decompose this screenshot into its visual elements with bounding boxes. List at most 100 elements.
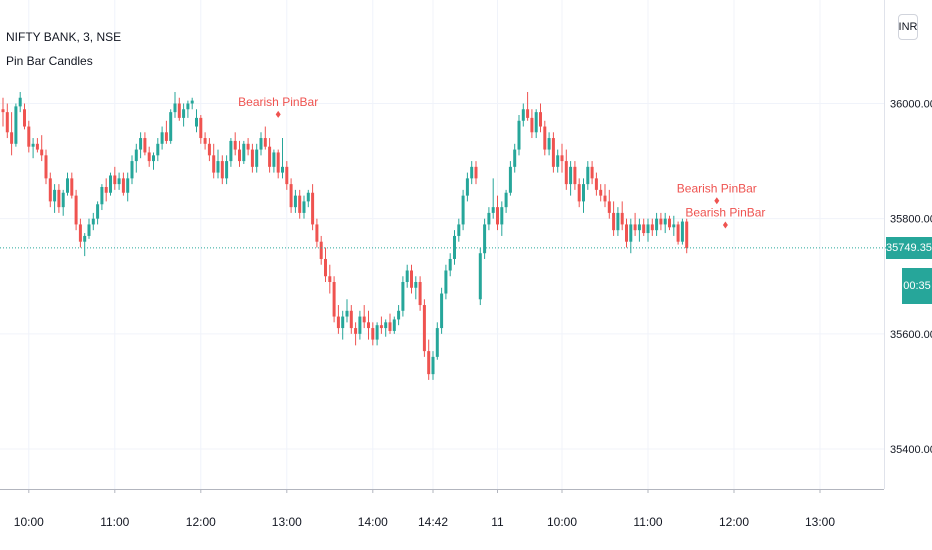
candle <box>642 218 646 236</box>
candle <box>315 218 319 248</box>
candle-body <box>195 117 198 127</box>
candle <box>465 172 469 202</box>
candle <box>680 218 684 245</box>
price-tick-label: 35600.00 <box>890 329 932 341</box>
candle-body <box>491 207 495 213</box>
candle <box>57 184 61 213</box>
time-tick-label: 11:00 <box>633 515 662 529</box>
candle-body <box>470 166 474 179</box>
candle <box>18 91 22 113</box>
candle-body <box>233 140 237 150</box>
candle-body <box>341 316 345 329</box>
candle <box>126 172 130 202</box>
candle <box>556 149 560 173</box>
candle <box>160 126 164 150</box>
candle-body <box>160 132 164 144</box>
candle-body <box>650 224 654 231</box>
indicator-title[interactable]: Pin Bar Candles <box>6 54 93 68</box>
candle <box>169 109 173 144</box>
candle <box>272 149 276 173</box>
price-axis[interactable]: 36000.00 35800.00 35600.00 35400.00 <box>890 99 932 457</box>
candle-body <box>289 184 293 208</box>
candle <box>96 201 100 225</box>
candle <box>504 189 508 213</box>
candle-body <box>83 235 87 242</box>
candle <box>113 166 117 190</box>
candle-body <box>435 328 439 357</box>
candle <box>61 189 65 216</box>
candle-body <box>263 138 267 147</box>
candle <box>156 138 160 162</box>
candle <box>186 100 190 118</box>
time-tick-label: 11:00 <box>100 515 129 529</box>
candle-body <box>298 195 302 213</box>
candle <box>66 172 69 196</box>
candle <box>453 230 456 265</box>
time-axis[interactable]: 10:00 11:00 12:00 13:00 14:00 14:42 11 10:00 11:… <box>14 489 836 529</box>
candle <box>577 178 581 208</box>
candle-body <box>216 161 220 173</box>
candle <box>109 172 112 196</box>
candle-body <box>663 218 667 225</box>
candle-body <box>190 100 194 104</box>
candle <box>147 146 151 167</box>
candle <box>276 149 280 179</box>
time-tick-label: 12:00 <box>719 515 749 529</box>
candle-body <box>367 322 370 329</box>
candle-body <box>134 149 138 162</box>
candles <box>1 91 689 380</box>
time-tick-label: 14:00 <box>358 515 388 529</box>
candle-body <box>173 103 177 113</box>
candle-body <box>121 178 125 193</box>
candle-body <box>100 186 104 205</box>
candle-body <box>268 146 272 167</box>
candle-body <box>422 305 426 352</box>
candle-body <box>306 192 310 202</box>
currency-button[interactable]: INR <box>898 14 918 40</box>
candle <box>513 143 517 173</box>
candle <box>289 178 293 213</box>
candle <box>607 189 611 219</box>
candle-body <box>293 195 297 208</box>
candle <box>212 143 216 179</box>
candle-body <box>358 316 362 334</box>
candle <box>259 132 263 156</box>
candle-body <box>461 195 465 225</box>
candle-body <box>66 178 69 193</box>
last-price-tag: 35749.35 <box>886 236 932 259</box>
candle-body <box>607 201 611 213</box>
price-tick-label: 35800.00 <box>890 214 932 226</box>
candle <box>324 247 327 283</box>
candle-body <box>474 166 478 179</box>
candle <box>633 212 637 236</box>
candle-body <box>143 138 147 153</box>
candle-body <box>573 166 577 185</box>
candle-body <box>410 270 413 288</box>
candle <box>367 310 370 340</box>
candle-body <box>40 149 44 156</box>
candle-body <box>272 152 276 167</box>
candle-body <box>676 224 680 242</box>
candle <box>457 218 461 242</box>
candle <box>560 143 564 173</box>
candle-body <box>229 140 233 162</box>
time-tick-label: 12:00 <box>186 515 216 529</box>
candle <box>534 109 538 139</box>
candle <box>526 91 530 121</box>
candle <box>341 310 345 340</box>
candle <box>676 221 680 245</box>
candle <box>444 264 448 300</box>
candle-body <box>96 204 100 219</box>
candle-body <box>78 224 82 242</box>
candle-body <box>371 328 375 340</box>
pinbar-annotation: Bearish PinBar <box>677 181 757 205</box>
candle <box>500 201 504 236</box>
candle <box>74 189 78 231</box>
candle <box>470 161 474 185</box>
candle <box>44 149 48 185</box>
candle <box>83 233 87 257</box>
candle-body <box>276 152 280 173</box>
candle-body <box>500 207 504 225</box>
candle-body <box>35 143 39 150</box>
